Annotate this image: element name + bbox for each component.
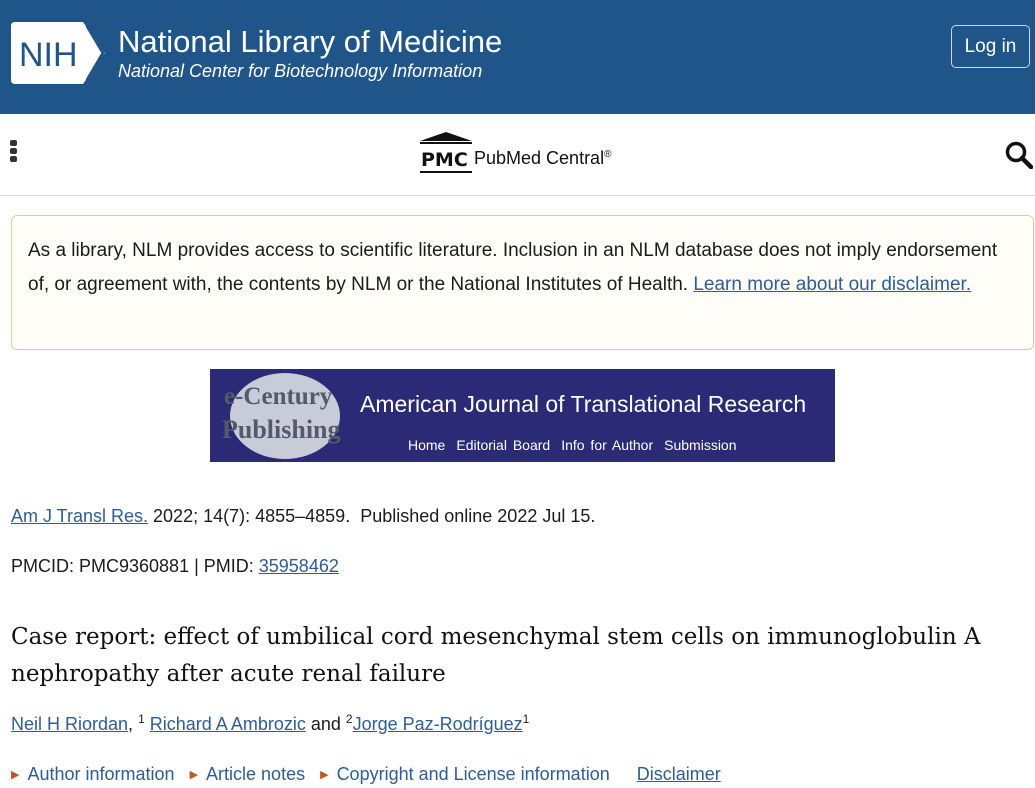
author-link[interactable]: Richard A Ambrozic	[149, 714, 306, 734]
disclaimer-link[interactable]: Disclaimer	[636, 764, 721, 784]
svg-text:PMC: PMC	[421, 149, 468, 171]
affiliation-sup: 1	[138, 712, 145, 726]
copyright-license-toggle[interactable]: Copyright and License information	[336, 764, 610, 784]
affiliation-sup: 2	[345, 712, 353, 726]
author-separator: ,	[128, 714, 139, 734]
article-title: Case report: effect of umbilical cord me…	[11, 624, 981, 687]
banner-nav-submission[interactable]: Submission	[664, 437, 737, 453]
publisher-name-1: e-Century	[224, 383, 333, 410]
pmc-name-text: PubMed Central	[474, 148, 605, 168]
journal-link[interactable]: Am J Transl Res.	[11, 506, 149, 526]
pmc-navbar	[0, 114, 1035, 196]
article-info-links: ▶ Author information ▶ Article notes ▶ Copy…	[11, 764, 721, 785]
author-information-toggle[interactable]: Author information	[27, 764, 175, 784]
banner-nav-editorial-board[interactable]: Editorial Board	[456, 437, 551, 453]
author-link[interactable]: Neil H Riordan	[11, 714, 129, 734]
site-header: NIH National Library of Medicine Nationa…	[0, 0, 1035, 114]
author-separator: and	[305, 714, 346, 734]
disclaimer-text: As a library, NLM provides access to sci…	[28, 240, 998, 295]
pmid-link[interactable]: 35958462	[258, 556, 339, 576]
site-subtitle: National Center for Biotechnology Inform…	[118, 61, 483, 81]
publisher-name-2: Publishing	[222, 415, 341, 444]
banner-nav: Home Editorial Board Info for Author Submis…	[408, 437, 748, 453]
journal-banner[interactable]: e-Century Publishing American Journal of…	[210, 369, 835, 462]
pmcid-text: PMCID: PMC9360881 | PMID:	[11, 556, 259, 576]
triangle-right-icon: ▶	[189, 769, 199, 781]
login-button[interactable]: Log in	[951, 25, 1030, 68]
journal-title: American Journal of Translational Resear…	[360, 391, 807, 417]
pmc-name[interactable]: PubMed Central®	[474, 148, 611, 169]
site-title: National Library of Medicine	[118, 24, 503, 59]
nih-logo[interactable]: NIH	[11, 22, 107, 84]
pmc-logo[interactable]: PMC	[418, 131, 474, 175]
author-link[interactable]: Jorge Paz-Rodríguez	[352, 714, 523, 734]
affiliation-sup: 1	[522, 712, 530, 726]
article-notes-toggle[interactable]: Article notes	[206, 764, 306, 784]
author-list: Neil H Riordan, 1 Richard A Ambrozic and…	[11, 712, 529, 735]
svg-text:NIH: NIH	[19, 36, 78, 74]
search-icon[interactable]	[1005, 141, 1033, 169]
kebab-menu-icon[interactable]	[10, 140, 18, 164]
banner-nav-info-for-author[interactable]: Info for Author	[561, 437, 654, 453]
triangle-right-icon: ▶	[11, 769, 20, 781]
citation: Am J Transl Res. 2022; 14(7): 4855–4859.…	[11, 506, 595, 527]
registered-mark: ®	[604, 149, 612, 160]
triangle-right-icon: ▶	[320, 769, 329, 781]
article-ids: PMCID: PMC9360881 | PMID: 35958462	[11, 556, 339, 577]
disclaimer-box: As a library, NLM provides access to sci…	[11, 215, 1034, 350]
publisher-logo	[230, 373, 340, 459]
banner-nav-home[interactable]: Home	[408, 437, 446, 453]
disclaimer-learn-more-link[interactable]: Learn more about our disclaimer.	[693, 273, 972, 295]
citation-details: 2022; 14(7): 4855–4859. Published online…	[148, 506, 596, 526]
